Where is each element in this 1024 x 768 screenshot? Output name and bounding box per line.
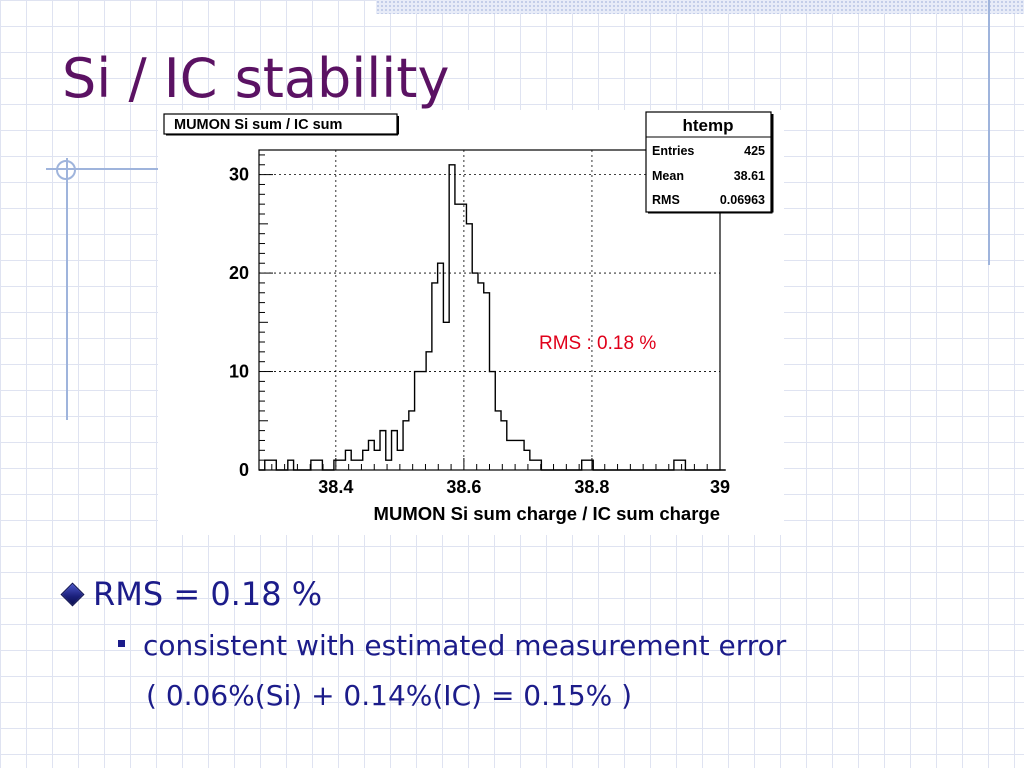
y-tick-label: 10 — [229, 362, 249, 382]
stats-rms-value: 0.06963 — [720, 193, 765, 207]
axis-tick-labels: 38.4 38.6 38.8 39 0 10 20 30 — [229, 165, 730, 497]
sub-bullet-continuation: ( 0.06%(Si) + 0.14%(IC) = 0.15% ) — [146, 679, 633, 712]
stats-rms-label: RMS — [652, 193, 680, 207]
sub-bullet-text: consistent with estimated measurement er… — [143, 629, 787, 662]
stats-mean-value: 38.61 — [734, 169, 765, 183]
chart-title: MUMON Si sum / IC sum — [174, 117, 342, 133]
histogram-figure: 38.4 38.6 38.8 39 0 10 20 30 MUMON Si sum charg… — [158, 110, 784, 535]
stats-box-title: htemp — [683, 116, 734, 135]
decorative-horizontal-line — [46, 168, 158, 170]
decorative-right-line — [988, 0, 990, 265]
decorative-vertical-line — [66, 158, 68, 420]
y-tick-label: 0 — [239, 460, 249, 480]
stats-entries-label: Entries — [652, 144, 694, 158]
x-tick-label: 38.8 — [574, 477, 609, 497]
stats-box: htemp Entries 425 Mean 38.61 RMS 0.06963 — [645, 111, 774, 214]
x-tick-label: 39 — [710, 477, 730, 497]
x-tick-label: 38.4 — [318, 477, 353, 497]
slide-title: Si / IC stability — [62, 47, 450, 110]
chart-title-box: MUMON Si sum / IC sum — [163, 113, 399, 136]
x-tick-label: 38.6 — [446, 477, 481, 497]
decorative-ring — [56, 160, 76, 180]
stats-entries-value: 425 — [744, 144, 765, 158]
diamond-bullet-icon — [60, 581, 85, 607]
square-bullet-icon — [118, 639, 125, 647]
sub-bullet: consistent with estimated measurement er… — [118, 626, 786, 666]
rms-annotation: RMS : 0.18 % — [539, 333, 656, 354]
main-bullet-text: RMS = 0.18 % — [93, 575, 323, 613]
main-bullet: RMS = 0.18 % — [58, 572, 322, 616]
histogram-chart: 38.4 38.6 38.8 39 0 10 20 30 MUMON Si sum charg… — [163, 111, 774, 524]
stats-mean-label: Mean — [652, 169, 684, 183]
y-tick-label: 20 — [229, 263, 249, 283]
top-decorative-band — [376, 0, 1024, 14]
x-axis-label: MUMON Si sum charge / IC sum charge — [374, 503, 720, 524]
axis-ticks — [258, 154, 721, 471]
y-tick-label: 30 — [229, 165, 249, 185]
